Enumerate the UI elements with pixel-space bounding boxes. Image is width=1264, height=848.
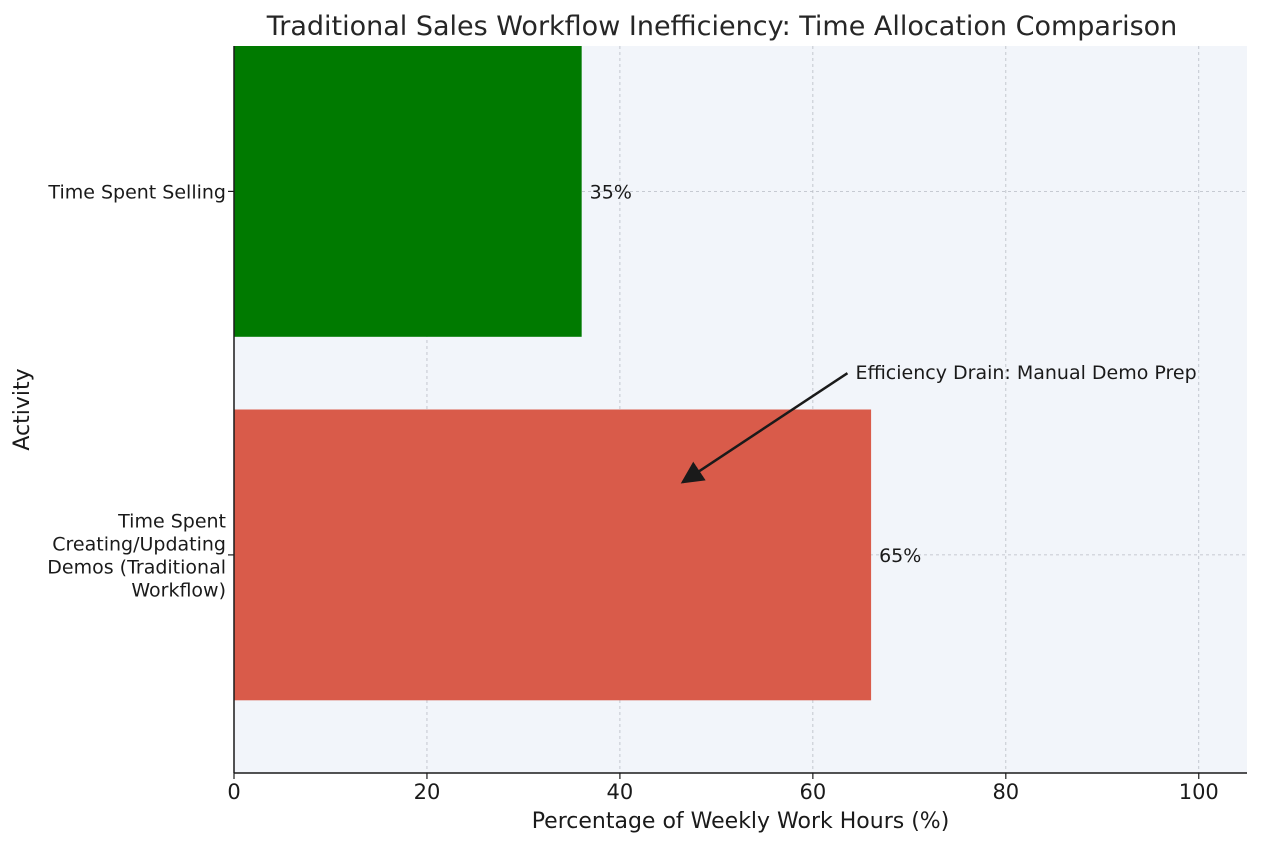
y-tick-label: Time Spent Selling: [47, 181, 226, 203]
x-tick-label: 60: [799, 780, 826, 804]
x-tick-label: 100: [1179, 780, 1219, 804]
data-label: 35%: [590, 181, 632, 203]
x-tick-label: 0: [227, 780, 240, 804]
bar: [234, 409, 872, 701]
x-axis-label: Percentage of Weekly Work Hours (%): [532, 809, 950, 834]
annotation-arrow: [680, 372, 849, 484]
y-tick-label: Time Spent Creating/Updating Demos (Tradit…: [47, 510, 226, 601]
axes: [228, 46, 1247, 779]
labels: 0 20 40 60 80 100 Time Spent Selling Time Spent…: [47, 181, 1219, 804]
data-label: 65%: [879, 545, 921, 567]
annotation-text: Efficiency Drain: Manual Demo Prep: [855, 362, 1196, 384]
x-tick-label: 20: [414, 780, 441, 804]
bars: [234, 46, 872, 701]
bar: [234, 46, 582, 337]
chart-title: Traditional Sales Workflow Inefficiency:…: [266, 11, 1178, 42]
x-tick-label: 40: [607, 780, 634, 804]
x-tick-label: 80: [992, 780, 1019, 804]
y-axis-label: Activity: [10, 368, 35, 450]
